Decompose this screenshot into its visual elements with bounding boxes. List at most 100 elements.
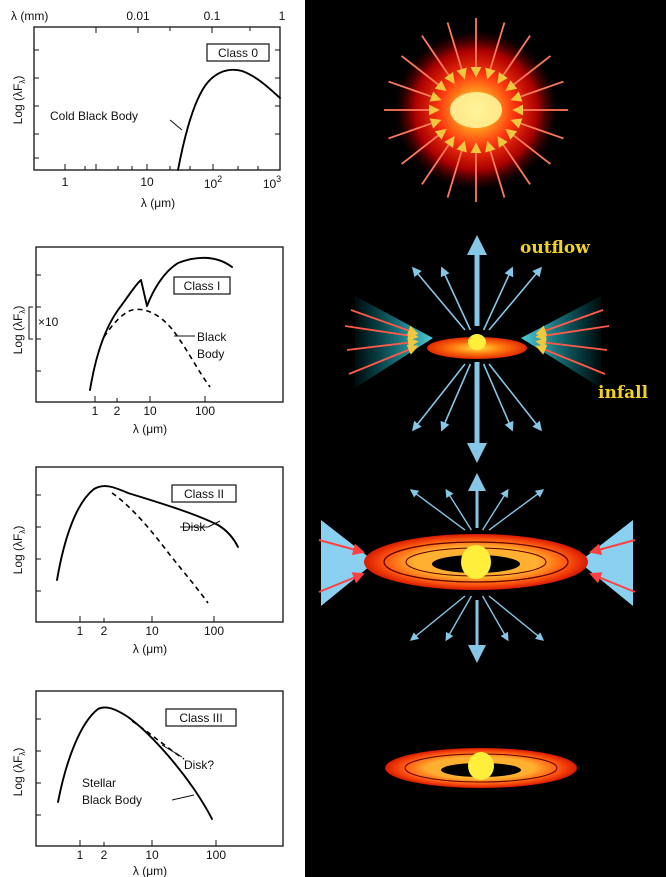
class-label: Class II xyxy=(184,487,224,501)
debris-disk-stage xyxy=(385,748,577,788)
bottom-tick-label: 103 xyxy=(263,174,281,191)
protostar xyxy=(468,334,486,350)
photosphere-curve xyxy=(111,492,209,604)
arrow xyxy=(445,595,473,642)
bottom-tick-label: 10 xyxy=(145,848,159,862)
arrow xyxy=(485,22,506,80)
arrow xyxy=(446,140,467,198)
infall-arrows xyxy=(384,18,568,202)
protostar-illustration-svg: outflow infall xyxy=(318,18,649,788)
outflow-label: outflow xyxy=(520,238,590,258)
arrow xyxy=(346,337,419,351)
sed-curve xyxy=(177,68,281,171)
arrow xyxy=(510,118,564,140)
axis-ticks xyxy=(36,274,206,402)
bottom-tick-label: 100 xyxy=(206,848,226,862)
arrow xyxy=(488,363,542,432)
annotation-body: Body xyxy=(197,347,224,361)
arrow xyxy=(482,266,514,331)
x-axis-label: λ (μm) xyxy=(133,864,167,877)
arrow xyxy=(388,118,442,140)
pre-main-sequence-star xyxy=(468,752,494,780)
arrow xyxy=(411,266,466,331)
outflow-stage: outflow infall xyxy=(344,235,649,463)
bottom-tick-label: 1 xyxy=(92,404,99,418)
axis-ticks xyxy=(36,494,215,622)
bottom-tick-label: 1 xyxy=(62,175,69,189)
sed-curve xyxy=(89,256,233,391)
arrow xyxy=(482,488,509,531)
class-label: Class I xyxy=(184,279,221,293)
arrow xyxy=(535,337,608,351)
arrow xyxy=(388,80,442,102)
arrow xyxy=(488,266,543,331)
outflow-cone-right xyxy=(521,296,601,388)
bottom-tick-label: 1 xyxy=(77,624,84,638)
x-axis-label: λ (μm) xyxy=(133,642,167,656)
arrow xyxy=(488,595,545,641)
arrow xyxy=(401,55,447,92)
infall-arrow xyxy=(318,539,365,556)
arrow xyxy=(497,35,531,84)
annotation-scale-x10: ×10 xyxy=(38,315,59,329)
y-axis-label: Log (λFλ) xyxy=(11,306,27,355)
annotation-pointer xyxy=(171,794,195,801)
x-axis-label: λ (μm) xyxy=(141,196,175,210)
plot-frame xyxy=(35,246,284,403)
bottom-tick-label: 10 xyxy=(143,404,157,418)
arrow xyxy=(505,128,551,165)
annotation-black-body: Black Body xyxy=(82,793,142,807)
sed-plots-panel: λ (mm) 0.01 0.1 1 Cold Black Body Class … xyxy=(0,0,305,877)
arrow xyxy=(488,489,545,531)
class-label-box xyxy=(173,276,231,295)
collapsing-core xyxy=(384,18,568,202)
class-label: Class III xyxy=(179,711,222,725)
arrow xyxy=(535,309,604,336)
outflow-arrows xyxy=(411,266,543,432)
arrow xyxy=(505,55,551,92)
arrow xyxy=(409,489,466,531)
sed-curve xyxy=(56,485,239,581)
top-tick-label: 0.1 xyxy=(204,9,221,23)
arrow xyxy=(440,363,472,432)
arrow xyxy=(535,325,610,341)
arrow xyxy=(421,136,455,185)
y-axis-label: Log (λFλ) xyxy=(11,76,27,125)
arrow xyxy=(482,363,514,432)
class-label-box xyxy=(171,484,237,503)
sed-curve xyxy=(57,706,213,820)
protostar-illustration: outflow infall xyxy=(305,0,666,877)
scale-bracket xyxy=(28,306,33,340)
class-label-box xyxy=(206,43,270,62)
bottom-tick-label: 100 xyxy=(195,404,215,418)
arrow xyxy=(445,488,472,531)
bottom-tick-label: 2 xyxy=(114,404,121,418)
black-body-curve xyxy=(103,308,211,388)
arrow xyxy=(481,595,509,642)
sed-plot-class-iii: Disk? Stellar Black Body Class III 1 2 1… xyxy=(11,690,284,877)
arrow xyxy=(446,22,467,80)
arrow xyxy=(401,128,447,165)
annotation-stellar: Stellar xyxy=(82,776,116,790)
bottom-tick-label: 1 xyxy=(77,848,84,862)
envelope-cone-right xyxy=(579,520,633,606)
bottom-tick-label: 102 xyxy=(204,174,222,191)
bottom-tick-label: 2 xyxy=(101,848,108,862)
annotation-black: Black xyxy=(197,330,227,344)
infall-arrow xyxy=(589,572,636,593)
annotation-disk: Disk xyxy=(182,520,206,534)
annotation-cold-black-body: Cold Black Body xyxy=(50,109,138,123)
bottom-tick-label: 10 xyxy=(140,175,154,189)
class-label-box xyxy=(165,708,237,727)
arrow xyxy=(510,80,564,102)
bottom-tick-label: 2 xyxy=(101,624,108,638)
sed-plot-class-0: λ (mm) 0.01 0.1 1 Cold Black Body Class … xyxy=(11,9,286,210)
bottom-tick-label: 100 xyxy=(204,624,224,638)
annotation-pointer xyxy=(169,119,183,131)
arrow xyxy=(412,363,466,432)
core-hot-spot xyxy=(450,92,502,128)
sed-plot-class-ii: Disk Class II 1 2 10 100 λ (μm) Log (λFλ… xyxy=(11,466,284,656)
annotation-pointer xyxy=(207,520,221,528)
plot-frame xyxy=(35,690,284,847)
axis-ticks xyxy=(36,718,217,846)
